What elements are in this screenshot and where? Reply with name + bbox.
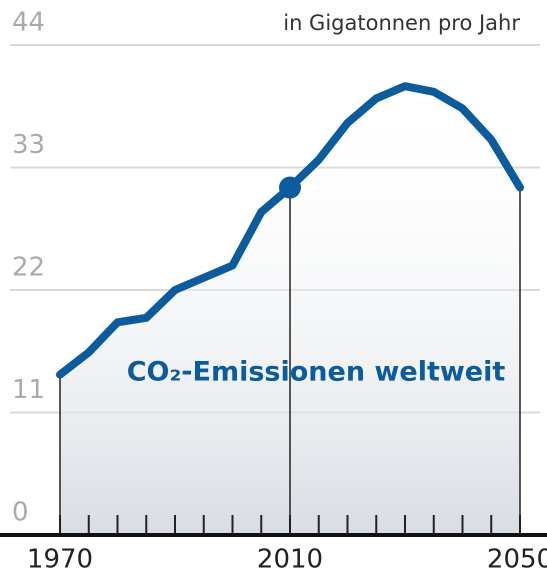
y-tick-label: 0	[12, 498, 29, 528]
x-tick-label: 2010	[257, 545, 323, 575]
highlight-point	[279, 176, 301, 199]
y-tick-label: 44	[12, 8, 45, 38]
unit-label: in Gigatonnen pro Jahr	[283, 11, 520, 35]
y-tick-label: 33	[12, 130, 45, 160]
y-tick-label: 11	[12, 375, 45, 405]
x-tick-label: 1970	[27, 545, 93, 575]
x-tick-label: 2050	[487, 545, 547, 575]
annotation: CO₂-Emissionen weltweit	[127, 357, 506, 388]
y-tick-label: 22	[12, 253, 45, 283]
